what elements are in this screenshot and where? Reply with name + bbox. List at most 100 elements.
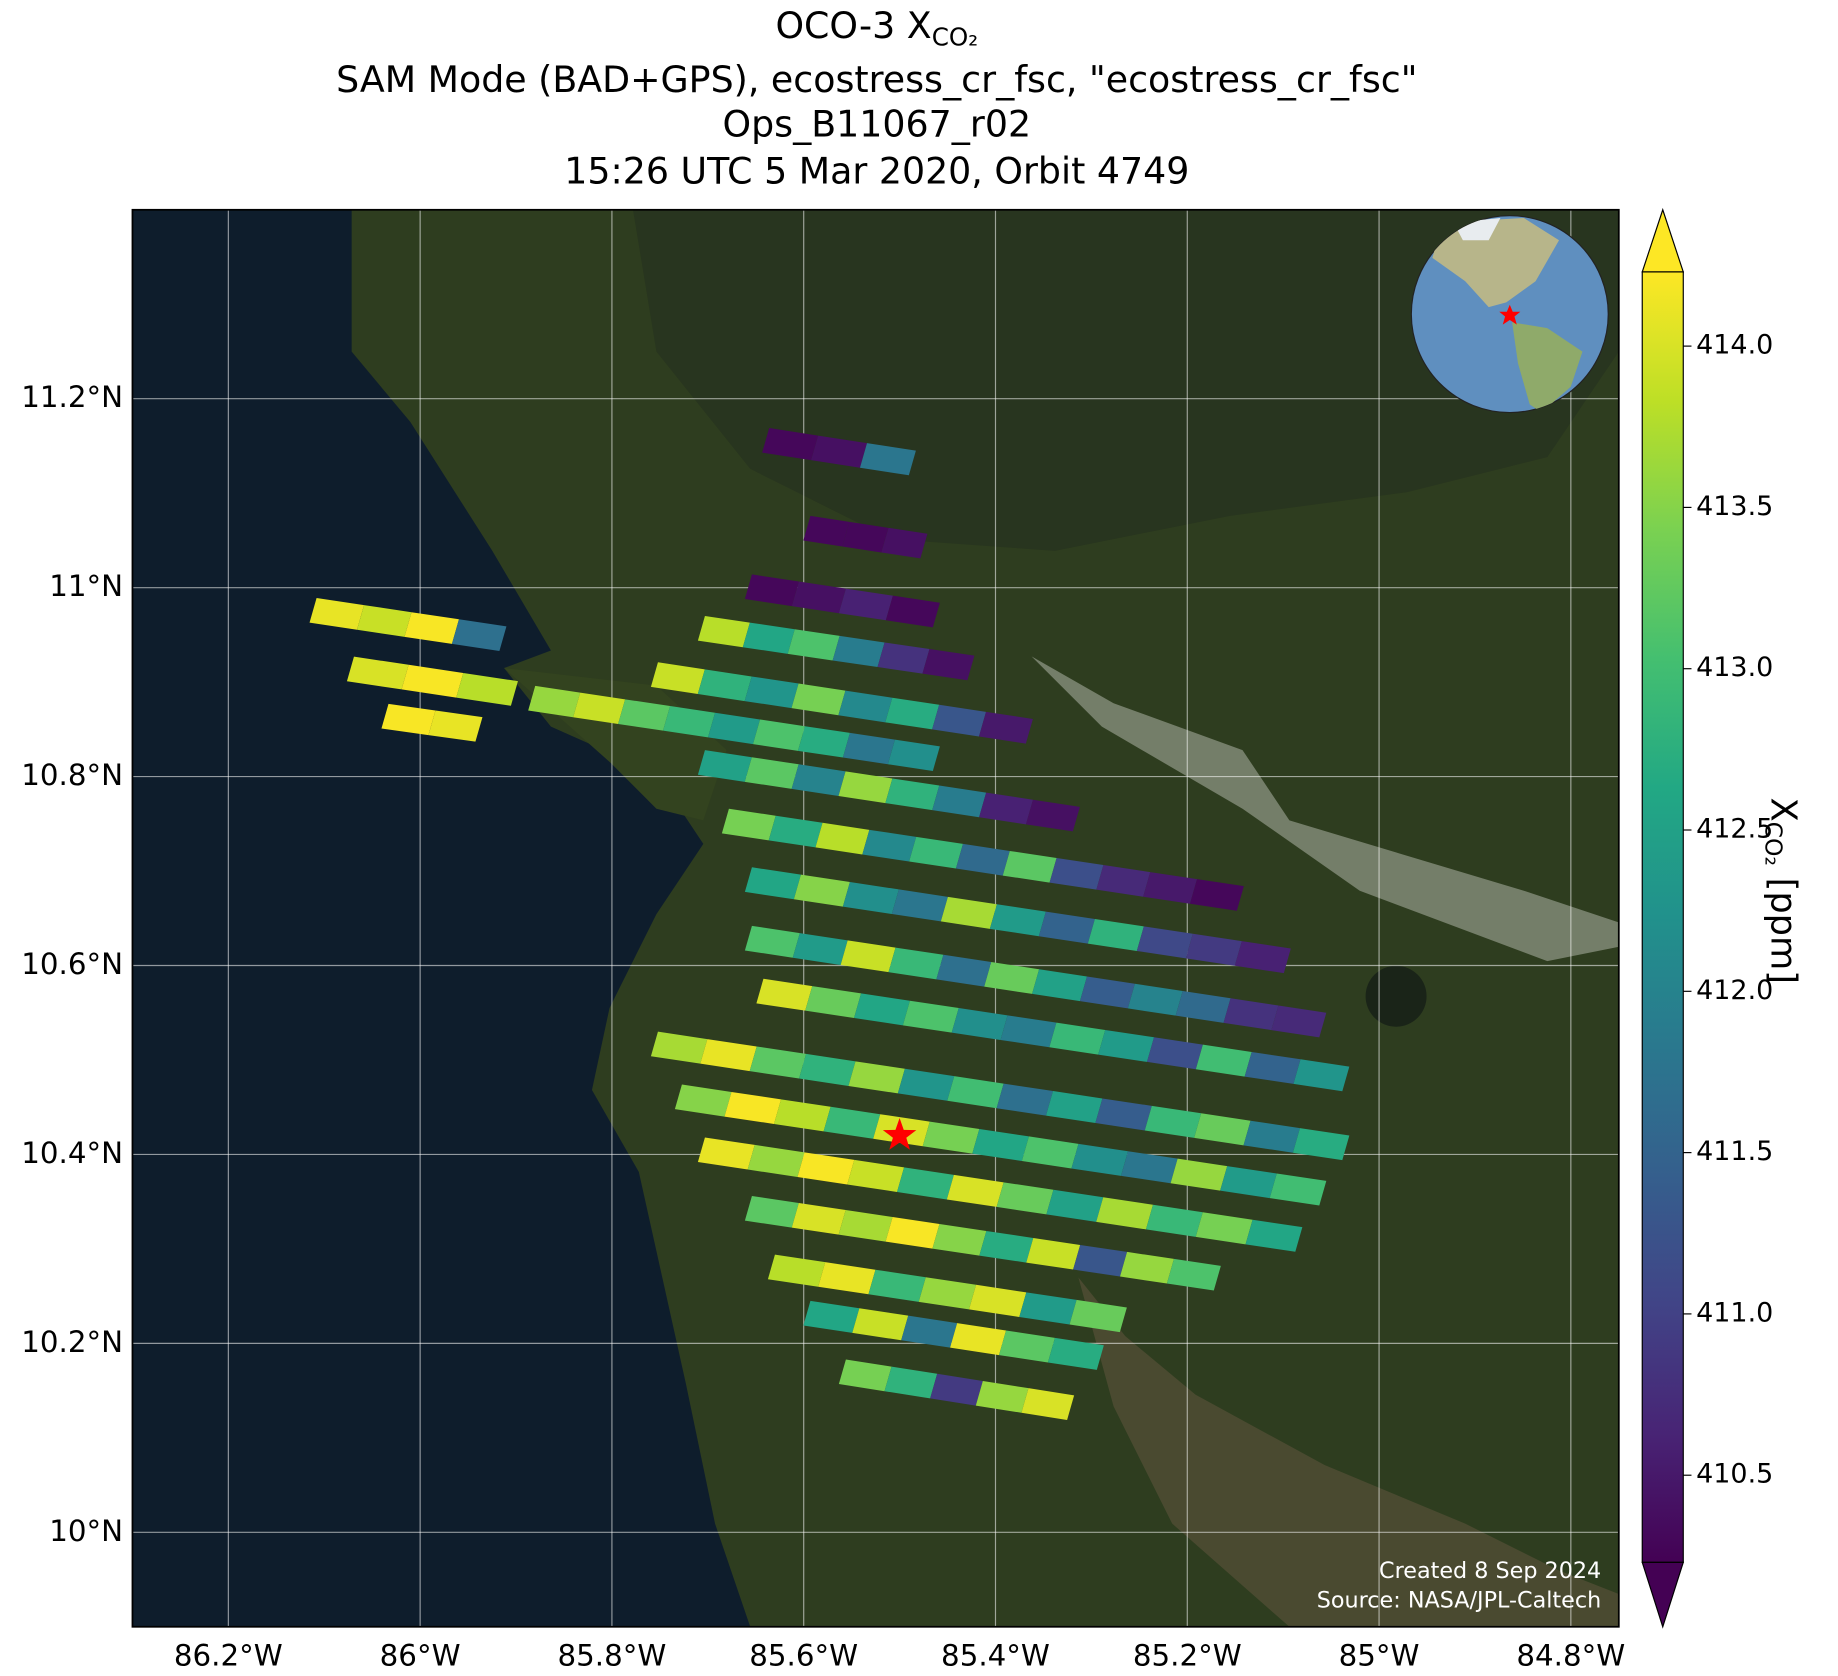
sounding-cell bbox=[1046, 1189, 1104, 1222]
sounding-cell bbox=[803, 515, 850, 547]
sounding-cell bbox=[842, 521, 889, 553]
sounding-cell bbox=[838, 588, 893, 621]
sounding-cell bbox=[885, 1216, 940, 1249]
sounding-cell bbox=[1269, 1173, 1327, 1206]
sounding-cell bbox=[756, 978, 813, 1011]
x-tick-label: 85.2°W bbox=[1133, 1639, 1242, 1673]
sounding-cell bbox=[881, 527, 928, 559]
sounding-cell bbox=[979, 792, 1034, 825]
sounding-cell bbox=[811, 435, 867, 468]
sounding-cell bbox=[700, 1039, 757, 1072]
sounding-cell bbox=[1087, 918, 1144, 951]
sounding-cell bbox=[787, 629, 840, 661]
sounding-cell bbox=[674, 1084, 732, 1117]
clouds bbox=[1031, 656, 1619, 962]
x-tick-label: 86°W bbox=[380, 1639, 461, 1673]
colorbar-tick-label: 414.0 bbox=[1696, 330, 1773, 361]
colorbar-frame bbox=[1641, 271, 1684, 1563]
sounding-cell bbox=[451, 619, 507, 651]
colorbar-tick-label: 412.5 bbox=[1696, 814, 1773, 845]
sounding-cell bbox=[838, 690, 893, 723]
x-tick-label: 85.6°W bbox=[749, 1639, 858, 1673]
sounding-cell bbox=[573, 692, 626, 724]
y-tick-label: 10.6°N bbox=[21, 947, 123, 981]
sounding-cell bbox=[791, 1203, 846, 1235]
sounding-cell bbox=[901, 1315, 958, 1348]
sounding-cell bbox=[842, 882, 899, 915]
sounding-cell bbox=[1121, 1151, 1178, 1184]
sounding-cell bbox=[1045, 1091, 1103, 1124]
sounding-cell bbox=[955, 843, 1010, 876]
sounding-cell bbox=[1095, 1098, 1152, 1131]
x-tick-label: 86.2°W bbox=[174, 1639, 283, 1673]
sounding-cell bbox=[859, 443, 916, 476]
sounding-cell bbox=[744, 574, 799, 607]
sounding-cell bbox=[744, 1196, 799, 1228]
sounding-cell bbox=[1021, 1388, 1075, 1420]
globe-inset bbox=[1410, 215, 1609, 414]
sounding-cell bbox=[909, 836, 963, 869]
sounding-cell bbox=[791, 764, 846, 797]
sounding-cell bbox=[1073, 1244, 1128, 1277]
sounding-cell bbox=[947, 1076, 1004, 1109]
sounding-cell bbox=[1120, 1251, 1174, 1284]
sounding-cell bbox=[650, 1031, 708, 1064]
sounding-cell bbox=[1025, 799, 1080, 832]
y-tick-label: 10.4°N bbox=[21, 1136, 123, 1170]
x-tick-label: 85.8°W bbox=[557, 1639, 666, 1673]
sounding-cell bbox=[428, 710, 483, 742]
sounding-cell bbox=[618, 699, 671, 731]
sounding-cell bbox=[792, 933, 848, 965]
sounding-cell bbox=[744, 676, 799, 709]
sounding-cell bbox=[848, 1061, 905, 1094]
sounding-cell bbox=[1144, 1105, 1202, 1138]
sounding-cell bbox=[346, 656, 409, 690]
sounding-cell bbox=[897, 1068, 955, 1101]
sounding-cell bbox=[862, 829, 917, 862]
sounding-cell bbox=[922, 649, 975, 681]
site-marker bbox=[882, 1117, 917, 1150]
sounding-cell bbox=[768, 815, 823, 848]
sounding-cell bbox=[721, 808, 776, 841]
sounding-cell bbox=[762, 428, 819, 461]
sounding-cell bbox=[401, 664, 464, 698]
sounding-cell bbox=[1032, 969, 1087, 1002]
sounding-cell bbox=[918, 1277, 977, 1310]
y-tick-label: 10.8°N bbox=[21, 758, 123, 792]
sounding-cell bbox=[888, 947, 944, 980]
sounding-cell bbox=[1002, 850, 1057, 883]
sounding-cell bbox=[774, 1099, 831, 1132]
sounding-cell bbox=[842, 732, 895, 765]
colorbar-label: XCO₂[ppm] bbox=[1760, 798, 1804, 984]
sounding-cell bbox=[1223, 998, 1279, 1031]
colorbar-tick-label: 411.0 bbox=[1696, 1297, 1773, 1328]
y-tick-label: 10.2°N bbox=[21, 1325, 123, 1359]
title-line: SAM Mode (BAD+GPS), ecostress_cr_fsc, "e… bbox=[336, 58, 1417, 101]
sounding-cell bbox=[868, 1269, 926, 1302]
sounding-cell bbox=[996, 1083, 1054, 1116]
sounding-cell bbox=[885, 778, 940, 811]
sounding-cell bbox=[996, 1182, 1054, 1215]
colorbar-tick-label: 411.5 bbox=[1696, 1136, 1773, 1167]
sounding-cell bbox=[697, 669, 752, 702]
sounding-cell bbox=[1049, 1022, 1106, 1055]
title-line: Ops_B11067_r02 bbox=[723, 103, 1032, 146]
sounding-cell bbox=[815, 822, 870, 855]
sounding-cell bbox=[1194, 1113, 1251, 1146]
sounding-cell bbox=[1195, 1212, 1253, 1245]
sounding-cell bbox=[793, 874, 850, 907]
sounding-cell bbox=[922, 1121, 980, 1154]
title-line: OCO-3 XCO₂ bbox=[775, 4, 978, 52]
annotation: Source: NASA/JPL-Caltech bbox=[1317, 1587, 1601, 1613]
sounding-cell bbox=[1245, 1219, 1303, 1252]
sounding-cell bbox=[742, 622, 795, 654]
basemap bbox=[132, 209, 1619, 1627]
colorbar-extend bbox=[1641, 1561, 1685, 1629]
sounding-cell bbox=[744, 757, 799, 789]
title-line: 15:26 UTC 5 Mar 2020, Orbit 4749 bbox=[564, 149, 1189, 192]
x-tick-label: 85°W bbox=[1339, 1639, 1420, 1673]
sounding-cell bbox=[381, 703, 436, 736]
sounding-cell bbox=[989, 904, 1046, 937]
colorbar: 410.5 411.0 411.5 412.0 412.5 413.0 413.5 414.0 bbox=[1641, 207, 1773, 1629]
